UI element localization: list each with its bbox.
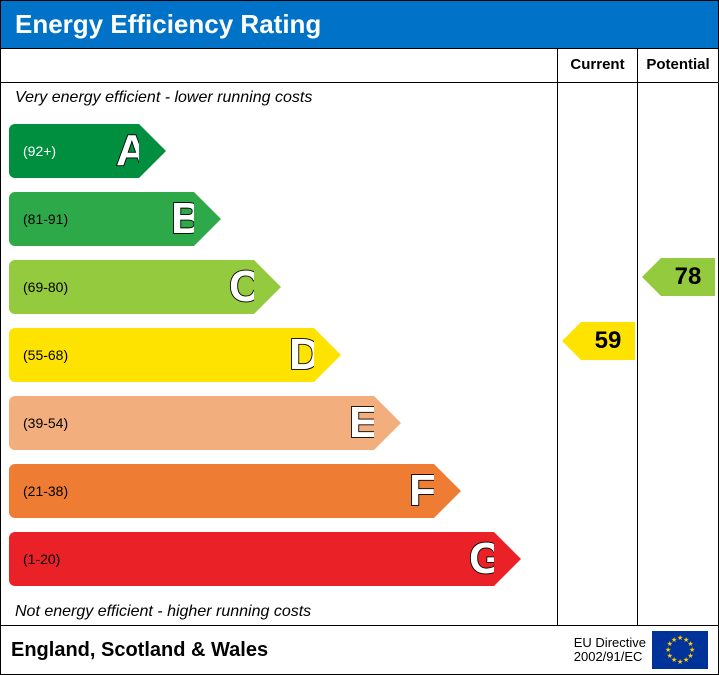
potential-rating-arrow: 78 [642,258,715,296]
chart-area: Current Potential Very energy efficient … [1,48,718,674]
band-bar-a: (92+)A [9,124,139,178]
chart-title: Energy Efficiency Rating [1,1,718,48]
band-row-c: (69-80) C [9,253,549,321]
band-letter-d: D [289,330,321,380]
band-range-b: (81-91) [9,211,68,227]
body-row: Very energy efficient - lower running co… [1,83,718,626]
band-range-g: (1-20) [9,551,60,567]
epc-chart: Energy Efficiency Rating Current Potenti… [0,0,719,675]
band-range-c: (69-80) [9,279,68,295]
potential-rating-value: 78 [661,258,715,296]
band-bar-d: (55-68)D [9,328,314,382]
current-rating-value: 59 [581,322,635,360]
eu-star: ★ [677,658,683,666]
band-bar-e: (39-54)E [9,396,374,450]
band-row-a: (92+) A [9,117,549,185]
band-row-d: (55-68) D [9,321,549,389]
footer-region: England, Scotland & Wales [11,639,574,662]
footer-right: EU Directive 2002/91/EC ★★★★★★★★★★★★ [574,631,708,669]
band-row-f: (21-38) F [9,457,549,525]
header-potential: Potential [638,49,718,82]
band-bar-c: (69-80)C [9,260,254,314]
band-range-a: (92+) [9,143,56,159]
band-range-d: (55-68) [9,347,68,363]
eu-star: ★ [683,656,689,664]
current-rating-arrow: 59 [562,322,635,360]
band-bar-b: (81-91)B [9,192,194,246]
band-letter-f: F [409,466,436,516]
bands-host: (92+) A (81-91) B (69-80) C (55-68) D (39-54) E (2… [9,117,549,593]
band-row-b: (81-91) B [9,185,549,253]
header-current: Current [558,49,638,82]
directive-line1: EU Directive [574,635,646,650]
band-letter-c: C [229,262,261,312]
band-letter-e: E [349,398,378,448]
eu-flag-icon: ★★★★★★★★★★★★ [652,631,708,669]
band-letter-g: G [469,534,503,584]
band-letter-b: B [171,194,203,244]
note-bottom: Not energy efficient - higher running co… [9,593,549,621]
column-potential: 78 [638,83,718,625]
footer-row: England, Scotland & Wales EU Directive 2… [1,626,718,674]
directive-line2: 2002/91/EC [574,649,643,664]
band-letter-a: A [116,126,148,176]
band-bar-g: (1-20)G [9,532,494,586]
band-range-e: (39-54) [9,415,68,431]
band-range-f: (21-38) [9,483,68,499]
directive-text: EU Directive 2002/91/EC [574,636,652,665]
header-row: Current Potential [1,49,718,83]
bands-panel: Very energy efficient - lower running co… [1,83,558,625]
header-spacer [1,49,558,82]
eu-star: ★ [671,636,677,644]
band-row-g: (1-20) G [9,525,549,593]
band-bar-f: (21-38) F [9,464,434,518]
note-top: Very energy efficient - lower running co… [9,89,549,117]
column-current: 59 [558,83,638,625]
band-row-e: (39-54) E [9,389,549,457]
